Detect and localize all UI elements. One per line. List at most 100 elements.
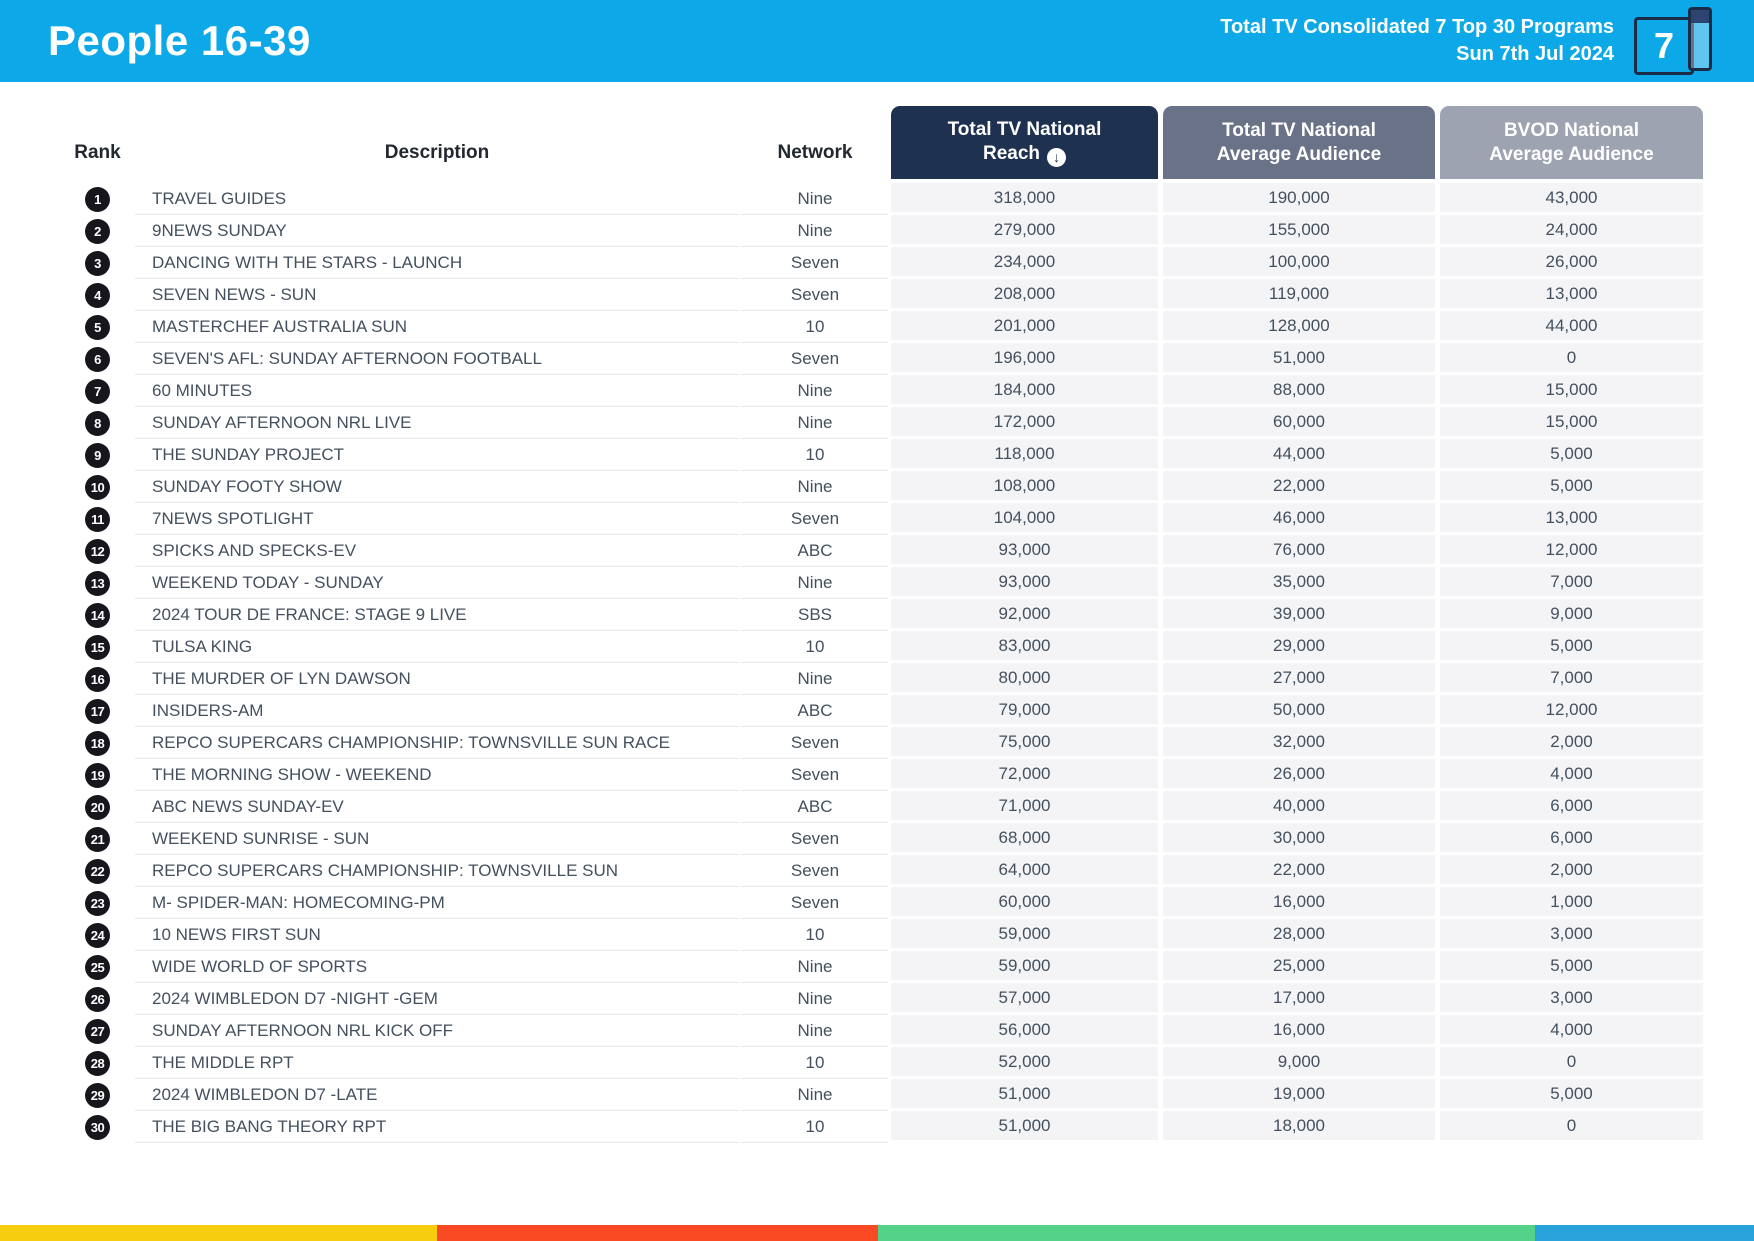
column-header-bvod-average-audience[interactable]: BVOD National Average Audience: [1440, 106, 1703, 179]
table-row: 28 THE MIDDLE RPT 10 52,000 9,000 0: [60, 1047, 1703, 1079]
description-cell: 10 NEWS FIRST SUN: [135, 919, 739, 951]
bvod-average-audience-cell: 9,000: [1440, 599, 1703, 631]
description-cell: THE MIDDLE RPT: [135, 1047, 739, 1079]
network-cell: Nine: [742, 1015, 888, 1047]
column-header-total-tv-average-audience[interactable]: Total TV National Average Audience: [1163, 106, 1435, 179]
description-cell: WIDE WORLD OF SPORTS: [135, 951, 739, 983]
table-row: 14 2024 TOUR DE FRANCE: STAGE 9 LIVE SBS 92…: [60, 599, 1703, 631]
bvod-average-audience-cell: 5,000: [1440, 439, 1703, 471]
total-tv-reach-cell: 93,000: [891, 567, 1158, 599]
table-row: 23 M- SPIDER-MAN: HOMECOMING-PM Seven 60,00…: [60, 887, 1703, 919]
table-row: 22 REPCO SUPERCARS CHAMPIONSHIP: TOWNSVIL…: [60, 855, 1703, 887]
rank-badge: 14: [85, 602, 110, 628]
description-cell: SEVEN NEWS - SUN: [135, 279, 739, 311]
rank-cell: 6: [60, 343, 135, 375]
description-cell: THE SUNDAY PROJECT: [135, 439, 739, 471]
rank-badge: 23: [85, 890, 110, 916]
bvod-average-audience-cell: 3,000: [1440, 919, 1703, 951]
description-cell: WEEKEND SUNRISE - SUN: [135, 823, 739, 855]
description-cell: 9NEWS SUNDAY: [135, 215, 739, 247]
total-tv-reach-cell: 208,000: [891, 279, 1158, 311]
footer-segment-blue: [1534, 1225, 1754, 1241]
phone-top-cap: [1691, 10, 1709, 23]
total-tv-average-audience-cell: 155,000: [1163, 215, 1435, 247]
calendar-7-device-icon: 7: [1632, 5, 1716, 77]
bvod-average-audience-cell: 24,000: [1440, 215, 1703, 247]
description-cell: ABC NEWS SUNDAY-EV: [135, 791, 739, 823]
total-tv-reach-cell: 279,000: [891, 215, 1158, 247]
description-cell: MASTERCHEF AUSTRALIA SUN: [135, 311, 739, 343]
network-cell: Seven: [742, 343, 888, 375]
rank-cell: 7: [60, 375, 135, 407]
rank-cell: 19: [60, 759, 135, 791]
report-meta: Total TV Consolidated 7 Top 30 Programs …: [1220, 5, 1716, 77]
description-cell: THE MURDER OF LYN DAWSON: [135, 663, 739, 695]
table-row: 3 DANCING WITH THE STARS - LAUNCH Seven 234…: [60, 247, 1703, 279]
table-row: 26 2024 WIMBLEDON D7 -NIGHT -GEM Nine 57,00…: [60, 983, 1703, 1015]
rank-cell: 18: [60, 727, 135, 759]
total-tv-reach-cell: 51,000: [891, 1079, 1158, 1111]
total-tv-average-audience-cell: 22,000: [1163, 471, 1435, 503]
network-cell: 10: [742, 1111, 888, 1143]
total-tv-average-audience-cell: 26,000: [1163, 759, 1435, 791]
bvod-average-audience-cell: 43,000: [1440, 183, 1703, 215]
table-row: 2 9NEWS SUNDAY Nine 279,000 155,000 24,000: [60, 215, 1703, 247]
rank-badge: 8: [85, 410, 110, 436]
network-cell: 10: [742, 1047, 888, 1079]
rank-cell: 28: [60, 1047, 135, 1079]
network-cell: Seven: [742, 727, 888, 759]
network-cell: Seven: [742, 503, 888, 535]
rank-cell: 15: [60, 631, 135, 663]
bvod-average-audience-cell: 12,000: [1440, 695, 1703, 727]
total-tv-reach-cell: 75,000: [891, 727, 1158, 759]
table-row: 19 THE MORNING SHOW - WEEKEND Seven 72,000 2…: [60, 759, 1703, 791]
rank-cell: 12: [60, 535, 135, 567]
total-tv-average-audience-cell: 76,000: [1163, 535, 1435, 567]
rank-cell: 9: [60, 439, 135, 471]
footer-segment-yellow: [0, 1225, 437, 1241]
total-tv-average-audience-cell: 190,000: [1163, 183, 1435, 215]
description-cell: THE MORNING SHOW - WEEKEND: [135, 759, 739, 791]
total-tv-average-audience-cell: 29,000: [1163, 631, 1435, 663]
total-tv-average-audience-cell: 50,000: [1163, 695, 1435, 727]
description-cell: SUNDAY FOOTY SHOW: [135, 471, 739, 503]
network-cell: 10: [742, 631, 888, 663]
calendar-day-box: 7: [1634, 17, 1694, 75]
description-cell: SEVEN'S AFL: SUNDAY AFTERNOON FOOTBALL: [135, 343, 739, 375]
calendar-day-number: 7: [1653, 25, 1675, 66]
total-tv-reach-cell: 57,000: [891, 983, 1158, 1015]
table-row: 29 2024 WIMBLEDON D7 -LATE Nine 51,000 19,00…: [60, 1079, 1703, 1111]
total-tv-average-audience-cell: 18,000: [1163, 1111, 1435, 1143]
rank-badge: 13: [85, 570, 110, 596]
network-cell: Nine: [742, 951, 888, 983]
total-tv-reach-cell: 60,000: [891, 887, 1158, 919]
total-tv-reach-cell: 118,000: [891, 439, 1158, 471]
rank-cell: 30: [60, 1111, 135, 1143]
total-tv-reach-cell: 196,000: [891, 343, 1158, 375]
network-cell: 10: [742, 311, 888, 343]
bvod-average-audience-cell: 3,000: [1440, 983, 1703, 1015]
network-cell: Nine: [742, 567, 888, 599]
bvod-average-audience-cell: 0: [1440, 343, 1703, 375]
rank-cell: 25: [60, 951, 135, 983]
network-cell: Nine: [742, 407, 888, 439]
rank-badge: 4: [85, 282, 110, 308]
table-row: 24 10 NEWS FIRST SUN 10 59,000 28,000 3,000: [60, 919, 1703, 951]
total-tv-reach-cell: 68,000: [891, 823, 1158, 855]
total-tv-average-audience-cell: 35,000: [1163, 567, 1435, 599]
total-tv-reach-cell: 83,000: [891, 631, 1158, 663]
table-row: 15 TULSA KING 10 83,000 29,000 5,000: [60, 631, 1703, 663]
bvod-average-audience-cell: 5,000: [1440, 631, 1703, 663]
rank-cell: 2: [60, 215, 135, 247]
network-cell: Nine: [742, 983, 888, 1015]
report-header: People 16-39 Total TV Consolidated 7 Top…: [0, 0, 1754, 82]
bvod-average-audience-cell: 2,000: [1440, 855, 1703, 887]
total-tv-average-audience-cell: 88,000: [1163, 375, 1435, 407]
column-header-total-tv-reach-sort[interactable]: Total TV National Reach ↓: [891, 106, 1158, 179]
total-tv-average-audience-cell: 28,000: [1163, 919, 1435, 951]
total-tv-reach-cell: 52,000: [891, 1047, 1158, 1079]
description-cell: INSIDERS-AM: [135, 695, 739, 727]
total-tv-reach-cell: 79,000: [891, 695, 1158, 727]
rank-cell: 17: [60, 695, 135, 727]
page-title: People 16-39: [48, 17, 311, 64]
